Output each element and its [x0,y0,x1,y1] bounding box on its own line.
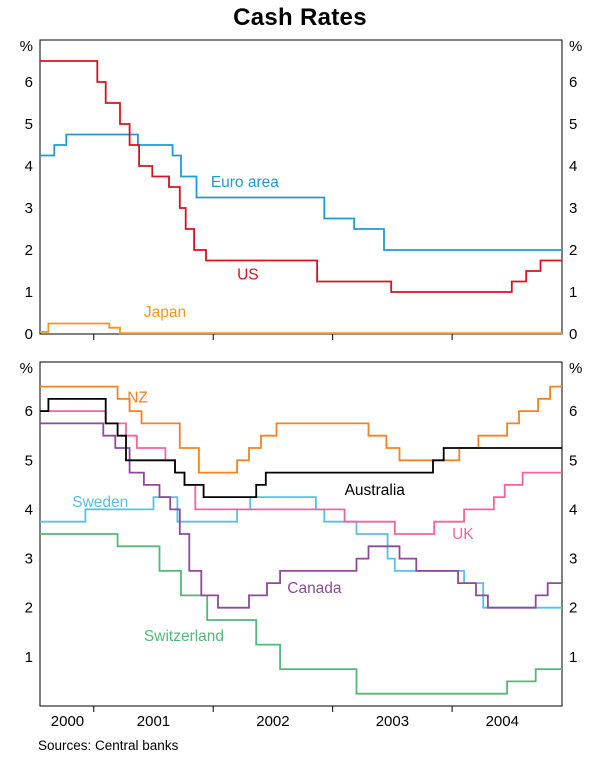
percent-label-right: % [569,38,582,55]
y-axis-label-right: 5 [569,452,577,469]
series-label-us: US [237,266,259,283]
x-axis-label: 2002 [256,713,289,730]
y-axis-label-left: 6 [25,403,33,420]
y-axis-label-right: 3 [569,200,577,217]
y-axis-label-right: 4 [569,501,577,518]
series-line-nz [40,385,562,474]
series-line-switzerland [40,533,562,695]
x-axis-label: 2003 [376,713,409,730]
series-label-canada: Canada [287,580,342,597]
chart-title: Cash Rates [233,4,367,31]
y-axis-label-left: 2 [25,600,33,617]
series-label-australia: Australia [345,482,406,499]
y-axis-label-right: 5 [569,116,577,133]
y-axis-label-left: 3 [25,200,33,217]
y-axis-label-left: 4 [25,158,33,175]
y-axis-label-right: 2 [569,600,577,617]
x-axis-label: 2000 [51,713,84,730]
y-axis-label-left: 4 [25,501,33,518]
series-label-uk: UK [452,526,474,543]
y-axis-label-left: 1 [25,649,33,666]
percent-label-left: % [20,360,33,377]
y-axis-label-right: 3 [569,551,577,568]
top-panel-border [39,39,563,335]
y-axis-label-left: 2 [25,242,33,259]
series-label-switzerland: Switzerland [144,628,224,645]
y-axis-label-right: 4 [569,158,577,175]
x-axis-label: 2004 [486,713,519,730]
source-note: Sources: Central banks [38,738,179,753]
x-axis-label: 2001 [137,713,170,730]
y-axis-label-right: 6 [569,74,577,91]
y-axis-label-right: 1 [569,649,577,666]
y-axis-label-left: 0 [25,326,33,343]
y-axis-label-right: 1 [569,284,577,301]
y-axis-label-right: 0 [569,326,577,343]
series-label-japan: Japan [144,304,186,321]
y-axis-label-left: 3 [25,551,33,568]
y-axis-label-left: 1 [25,284,33,301]
y-axis-label-left: 5 [25,116,33,133]
y-axis-label-right: 6 [569,403,577,420]
series-line-canada [40,422,562,609]
percent-label-right: % [569,360,582,377]
series-label-sweden: Sweden [72,494,128,511]
series-line-us [40,60,562,293]
percent-label-left: % [20,38,33,55]
series-line-australia [40,398,562,498]
y-axis-label-left: 6 [25,74,33,91]
series-line-uk [40,410,562,535]
y-axis-label-left: 5 [25,452,33,469]
series-label-nz: NZ [127,389,148,406]
series-label-euro-area: Euro area [211,174,279,191]
series-line-euro-area [40,133,562,251]
series-line-japan [40,322,562,335]
y-axis-label-right: 2 [569,242,577,259]
